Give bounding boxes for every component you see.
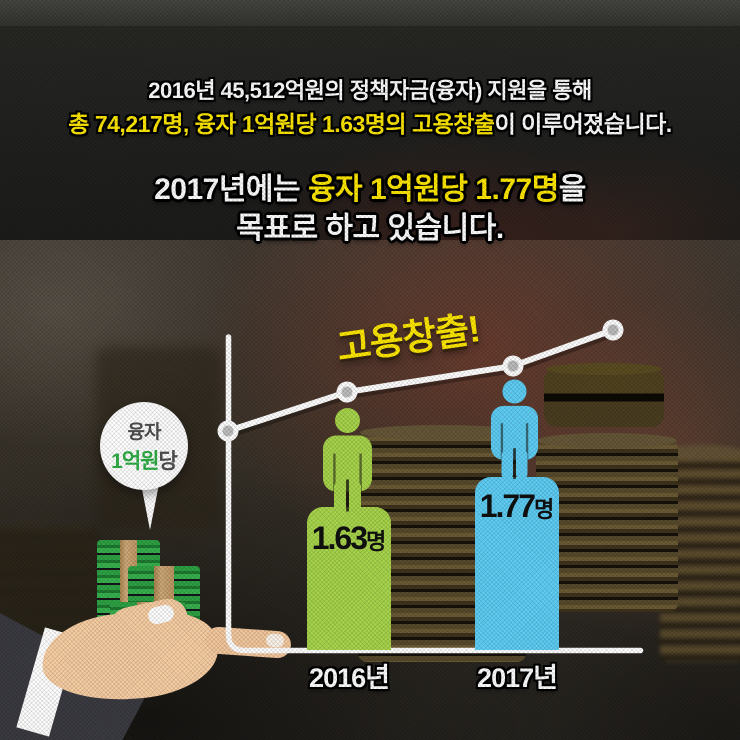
- header-line2: 총 74,217명, 융자 1억원당 1.63명의 고용창출이 이루어졌습니다.: [0, 105, 740, 139]
- bar-2016: 1.63명: [307, 507, 391, 650]
- trend-line-shadow: [227, 329, 616, 438]
- bar-2016-value: 1.63: [311, 520, 368, 556]
- coin-stack-right-of-blue-bar: [536, 433, 678, 612]
- trend-markers: [217, 319, 624, 442]
- person-icon-2016: [323, 408, 372, 512]
- bubble-line2: 1억원당: [111, 445, 178, 475]
- speech-bubble: 융자 1억원당: [100, 402, 188, 490]
- goal-highlight: 융자 1억원당 1.77명: [307, 173, 559, 206]
- bubble-line1: 융자: [127, 422, 162, 443]
- header-line2-highlight: 총 74,217명, 융자 1억원당 1.63명의 고용창출: [68, 111, 495, 137]
- bar-2017: 1.77명: [475, 477, 559, 650]
- bar-2016-label: 1.63명: [307, 520, 391, 557]
- speech-bubble-tail: [141, 484, 159, 530]
- bar-2017-unit: 명: [534, 497, 555, 522]
- person-icon-2017: [490, 379, 539, 479]
- bar-2017-value: 1.77: [479, 488, 536, 524]
- goal-post: 을: [558, 173, 587, 206]
- header-background: [0, 26, 740, 240]
- bubble-suffix: 당: [158, 450, 178, 473]
- top-strip-background: [0, 0, 740, 26]
- axes-line: [225, 334, 644, 654]
- trend-line: [225, 327, 616, 434]
- bar-2017-label: 1.77명: [475, 488, 559, 525]
- bar-2016-unit: 명: [366, 529, 387, 554]
- xaxis-label-2017: 2017년: [477, 663, 558, 693]
- goal-pre: 2017년에는: [154, 173, 308, 206]
- coin-pair-top-right: [544, 363, 664, 427]
- bubble-amount: 1억원: [111, 450, 159, 473]
- header-line2-rest: 이 이루어졌습니다.: [494, 111, 673, 137]
- goal-line2: 목표로 하고 있습니다.: [236, 212, 504, 245]
- header-line1: 2016년 45,512억원의 정책자금(융자) 지원을 통해: [148, 78, 592, 103]
- xaxis-label-2016: 2016년: [309, 663, 390, 693]
- goal-line1: 2017년에는 융자 1억원당 1.77명을: [0, 164, 740, 208]
